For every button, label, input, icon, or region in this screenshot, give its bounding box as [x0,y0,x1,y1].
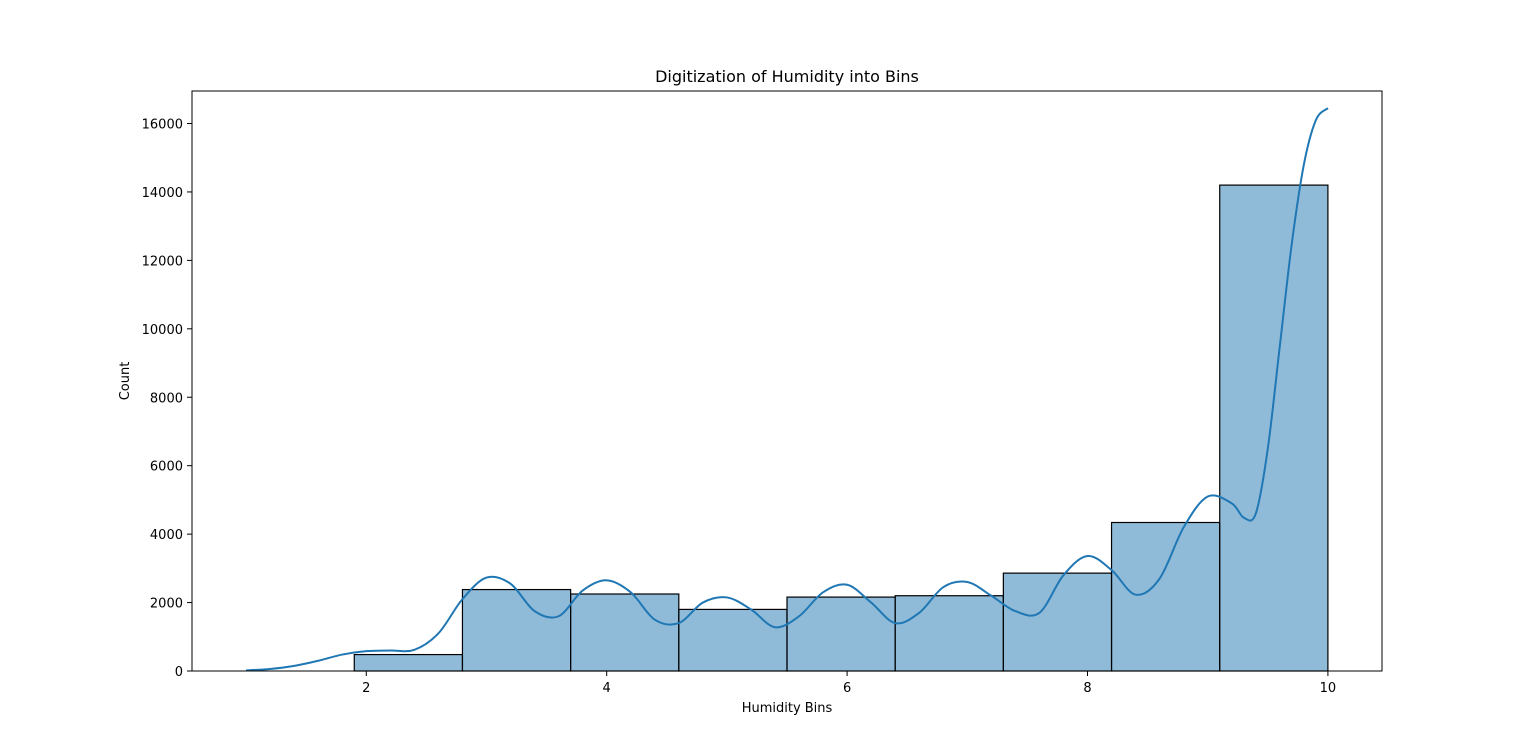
bar-bin-1 [353,653,464,672]
y-axis: 0 2000 4000 6000 8000 10000 12000 14000 16000 [142,118,192,680]
x-tick-label-10: 10 [1320,681,1337,696]
y-tick-label-12000: 12000 [142,254,183,269]
y-tick-label-16000: 16000 [142,118,183,133]
plot-frame [191,90,1383,672]
y-tick-label-6000: 6000 [150,460,183,475]
bar-bin-6 [894,595,1004,672]
y-tick-label-2000: 2000 [150,597,183,612]
x-axis: 2 4 6 8 10 [362,671,1336,696]
y-tick-label-8000: 8000 [150,391,183,406]
y-axis-label: Count [118,362,133,401]
y-tick-label-14000: 14000 [142,186,183,201]
y-tick-label-4000: 4000 [150,528,183,543]
bar-bin-8 [1110,521,1221,672]
x-tick-label-8: 8 [1083,681,1091,696]
x-tick-label-6: 6 [843,681,851,696]
bar-bin-9 [1219,184,1329,672]
chart-title: Digitization of Humidity into Bins [655,67,919,86]
bars-group [353,184,1329,672]
x-axis-label: Humidity Bins [742,701,833,716]
y-tick-label-0: 0 [175,665,183,680]
x-tick-label-2: 2 [362,681,370,696]
bar-bin-3 [570,593,680,672]
kde-curve [246,107,1329,672]
bar-bin-5 [786,596,896,672]
bar-bin-4 [678,608,788,672]
bar-bin-7 [1002,572,1113,672]
bar-bin-2 [461,588,572,672]
y-tick-label-10000: 10000 [142,323,183,338]
x-tick-label-4: 4 [603,681,611,696]
